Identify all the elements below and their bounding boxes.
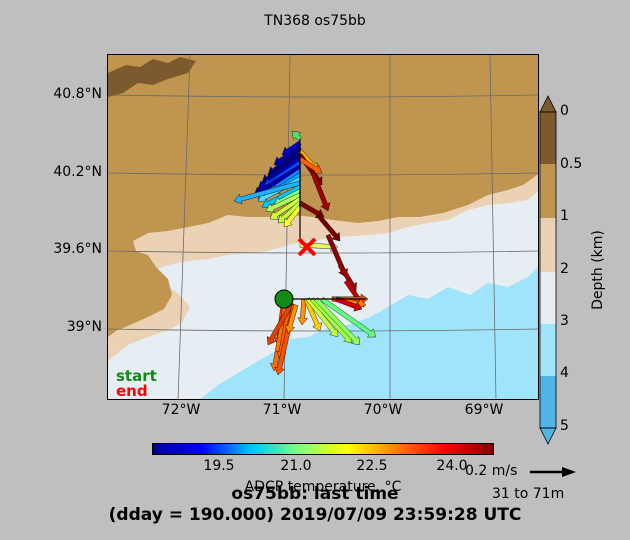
lon-label: 70°W <box>363 402 403 418</box>
lat-label: 39°N <box>66 319 102 335</box>
depth-tick: 0 <box>560 103 569 119</box>
depth-tick: 0.5 <box>560 156 583 172</box>
current-arrow <box>233 180 301 205</box>
depth-colorbar-label: Depth (km) <box>590 230 606 310</box>
current-arrow <box>310 171 331 212</box>
lon-label: 72°W <box>161 402 201 418</box>
current-arrow <box>298 200 325 219</box>
current-arrow <box>316 213 341 242</box>
depth-range-label: 31 to 71m <box>492 486 565 502</box>
temp-tick: 22.5 <box>356 458 388 474</box>
depth-tick: 1 <box>560 208 569 224</box>
depth-colorbar <box>539 95 557 445</box>
current-arrow <box>284 304 299 334</box>
current-arrow <box>291 130 302 141</box>
lat-label: 40.2°N <box>53 164 102 180</box>
depth-tick: 3 <box>560 313 569 329</box>
lat-label: 39.6°N <box>53 241 102 257</box>
figure-title: TN368 os75bb <box>264 13 366 29</box>
temperature-colorbar <box>152 443 494 455</box>
legend-end-label: end <box>116 382 148 400</box>
temp-tick: 19.5 <box>203 458 235 474</box>
temp-tick: 21.0 <box>280 458 312 474</box>
temp-tick: 24.0 <box>436 458 468 474</box>
map-canvas <box>108 55 538 399</box>
current-arrow <box>320 296 377 338</box>
legend-start-label: start <box>116 367 157 385</box>
current-vectors <box>233 130 377 376</box>
current-arrow <box>298 156 323 174</box>
depth-tick: 2 <box>560 261 569 277</box>
current-arrow <box>334 296 363 312</box>
lat-label: 40.8°N <box>53 86 102 102</box>
temperature-colorbar-label: ADCP temperature, °C <box>244 479 402 495</box>
footer-last-time: os75bb: last time <box>231 484 399 504</box>
lon-label: 71°W <box>262 402 302 418</box>
coastal-highlands <box>108 57 196 97</box>
footer-timestamp: (dday = 190.000) 2019/07/09 23:59:28 UTC <box>108 505 522 525</box>
current-arrow <box>314 297 361 346</box>
map-panel: start end <box>107 54 539 400</box>
scale-speed-label: 0.2 m/s <box>465 463 518 479</box>
start-marker <box>274 289 294 309</box>
depth-tick: 4 <box>560 365 569 381</box>
scale-arrow <box>530 467 576 477</box>
depth-tick: 5 <box>560 418 569 434</box>
end-marker <box>297 237 317 257</box>
lon-label: 69°W <box>464 402 504 418</box>
